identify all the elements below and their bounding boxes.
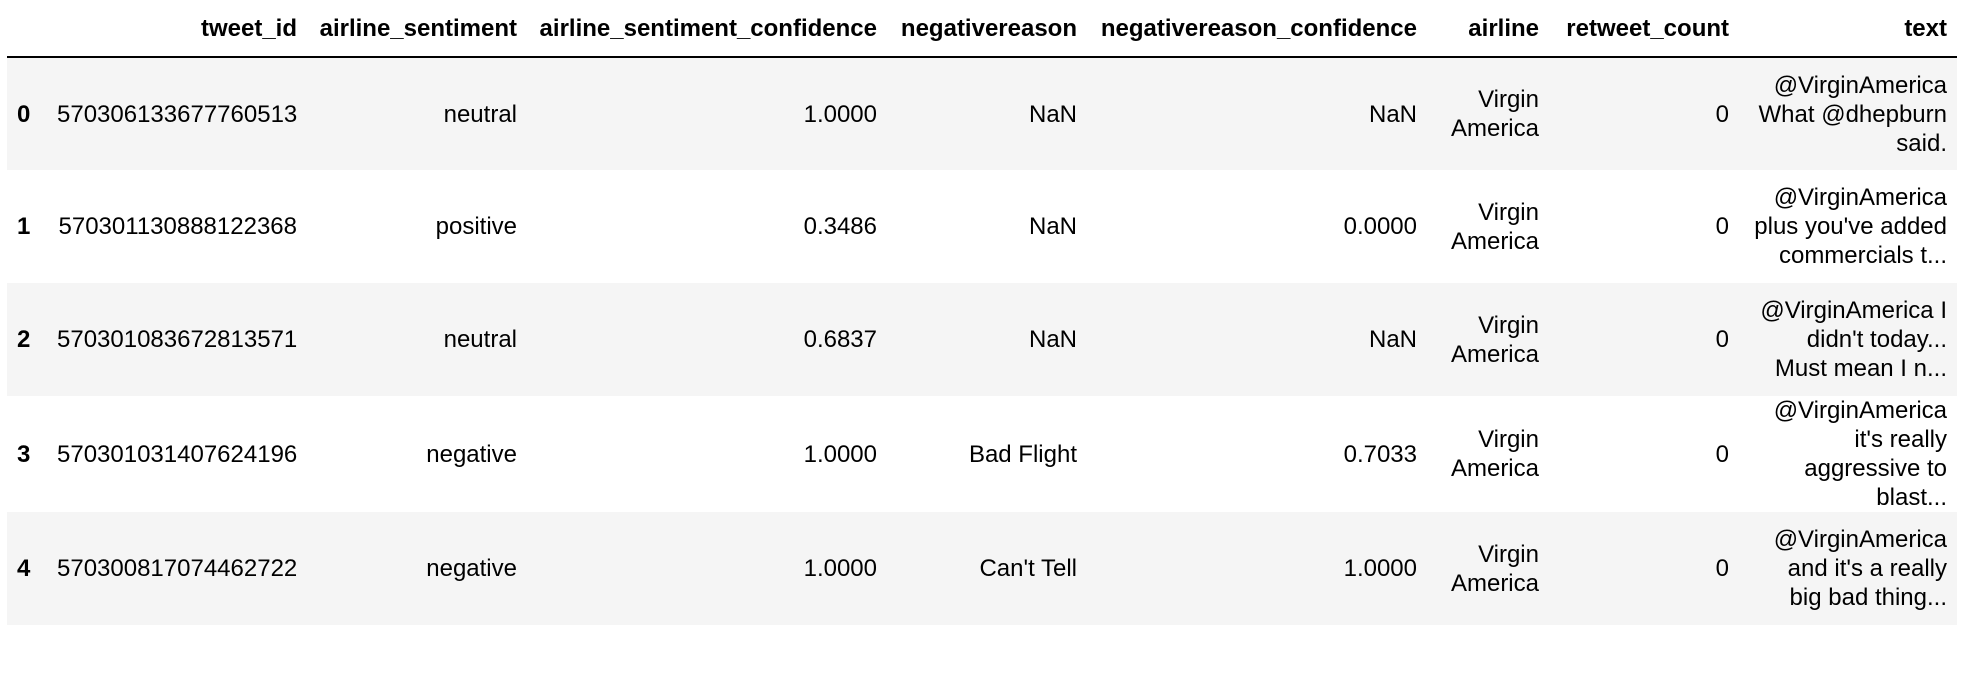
row-index: 1 (17, 213, 31, 240)
cell-negativereason: Can't Tell (979, 555, 1077, 582)
cell-tweet-id: 570301083672813571 (57, 326, 298, 353)
cell-airline-sentiment-confidence: 1.0000 (803, 100, 877, 128)
cell-retweet-count: 0 (1715, 100, 1729, 128)
cell-retweet-count: 0 (1715, 555, 1729, 582)
cell-tweet-id: 570300817074462722 (57, 555, 298, 582)
cell-negativereason-confidence: 0.0000 (1343, 213, 1417, 240)
cell-airline-sentiment: neutral (443, 100, 517, 128)
cell-retweet-count: 0 (1715, 213, 1729, 240)
table-row: 2 570301083672813571 neutral 0.6837 NaN … (7, 283, 1957, 396)
cell-tweet-id: 570301031407624196 (57, 440, 298, 468)
cell-negativereason-confidence: 1.0000 (1343, 555, 1417, 582)
cell-airline-sentiment-confidence: 1.0000 (803, 555, 877, 582)
cell-negativereason: NaN (1028, 100, 1077, 128)
row-index: 2 (17, 326, 31, 353)
cell-retweet-count: 0 (1715, 326, 1729, 353)
cell-airline: Virgin America (1450, 198, 1539, 255)
table-row: 3 570301031407624196 negative 1.0000 Bad… (7, 396, 1957, 512)
cell-airline-sentiment: negative (426, 555, 517, 582)
row-index: 3 (17, 440, 31, 468)
table-row: 4 570300817074462722 negative 1.0000 Can… (7, 512, 1957, 625)
cell-airline-sentiment-confidence: 0.3486 (803, 213, 877, 240)
table-row: 0 570306133677760513 neutral 1.0000 NaN … (7, 57, 1957, 170)
table-row: 1 570301130888122368 positive 0.3486 NaN… (7, 170, 1957, 283)
cell-text: @VirginAmerica and it's a really big bad… (1773, 526, 1947, 611)
row-index: 0 (17, 100, 31, 128)
column-header-retweet-count: retweet_count (1549, 0, 1739, 58)
cell-airline: Virgin America (1450, 86, 1539, 142)
cell-retweet-count: 0 (1715, 440, 1729, 468)
cell-airline: Virgin America (1450, 540, 1539, 597)
column-header-airline: airline (1427, 0, 1549, 58)
header-row: tweet_id airline_sentiment airline_senti… (7, 0, 1957, 58)
column-header-negativereason-confidence: negativereason_confidence (1087, 0, 1427, 58)
dataframe-table: tweet_id airline_sentiment airline_senti… (7, 0, 1957, 625)
dataframe-output: tweet_id airline_sentiment airline_senti… (7, 0, 1957, 625)
cell-tweet-id: 570306133677760513 (57, 100, 298, 128)
column-header-text: text (1739, 0, 1957, 58)
cell-negativereason-confidence: 0.7033 (1343, 440, 1417, 468)
cell-airline: Virgin America (1450, 311, 1539, 368)
cell-negativereason: Bad Flight (968, 440, 1077, 468)
column-header-airline-sentiment: airline_sentiment (307, 0, 527, 58)
column-header-tweet-id: tweet_id (47, 0, 307, 58)
cell-text: @VirginAmerica I didn't today... Must me… (1760, 297, 1947, 382)
column-header-airline-sentiment-confidence: airline_sentiment_confidence (527, 0, 887, 58)
cell-negativereason: NaN (1028, 213, 1077, 240)
cell-text: @VirginAmerica What @dhepburn said. (1758, 71, 1947, 157)
cell-text: @VirginAmerica it's really aggressive to… (1773, 397, 1947, 511)
cell-text: @VirginAmerica plus you've added commerc… (1754, 184, 1947, 269)
index-header (7, 0, 47, 58)
cell-airline-sentiment-confidence: 0.6837 (803, 326, 877, 353)
cell-airline-sentiment: neutral (443, 326, 517, 353)
cell-airline-sentiment: negative (426, 440, 517, 468)
cell-airline-sentiment: positive (435, 213, 517, 240)
cell-negativereason: NaN (1028, 326, 1077, 353)
cell-tweet-id: 570301130888122368 (58, 213, 297, 240)
cell-negativereason-confidence: NaN (1368, 326, 1417, 353)
cell-airline-sentiment-confidence: 1.0000 (803, 440, 877, 468)
row-index: 4 (17, 555, 31, 582)
cell-negativereason-confidence: NaN (1368, 100, 1417, 128)
column-header-negativereason: negativereason (887, 0, 1087, 58)
cell-airline: Virgin America (1450, 426, 1539, 482)
